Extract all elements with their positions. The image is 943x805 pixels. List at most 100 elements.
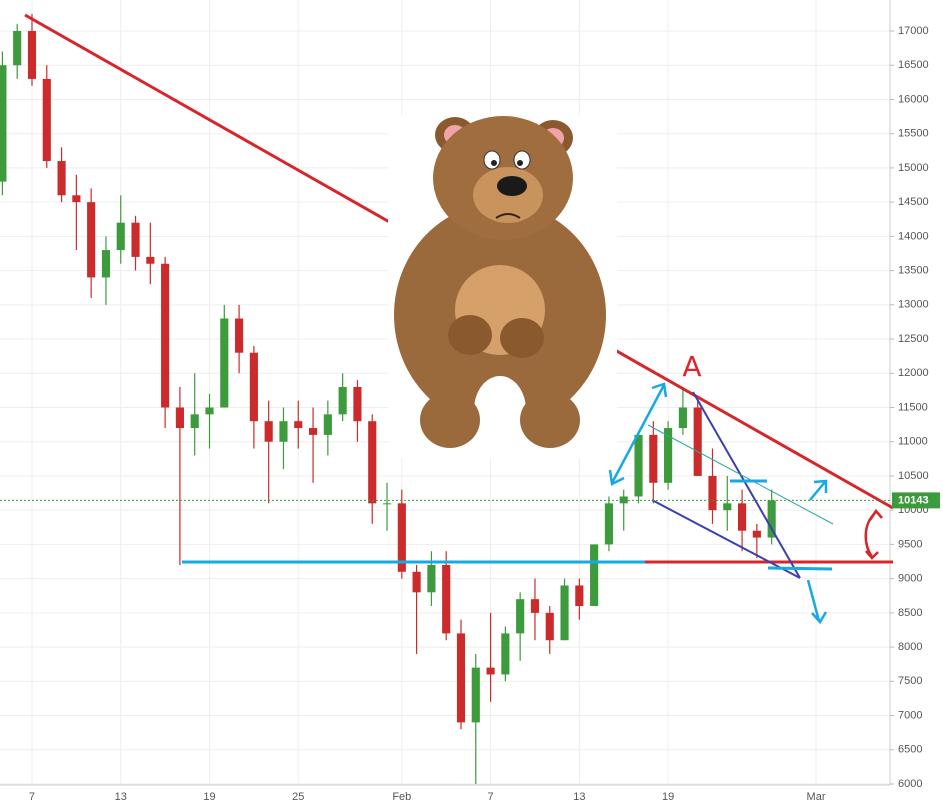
y-tick-label: 9000	[898, 573, 922, 585]
y-tick-label: 12000	[898, 367, 929, 379]
x-tick-label: 19	[203, 791, 215, 803]
candle-body	[442, 564, 451, 634]
bear-pupil	[517, 160, 523, 166]
bear-mouth	[495, 213, 521, 219]
channel-line	[647, 424, 834, 525]
candle-body	[590, 544, 599, 607]
candle-body	[101, 250, 111, 278]
y-tick-label: 11500	[898, 401, 928, 413]
bear-eye	[513, 150, 531, 170]
candle-body	[308, 428, 318, 435]
y-tick-label: 6000	[898, 778, 922, 790]
y-tick-label: 12500	[898, 333, 929, 345]
last-price-box	[892, 492, 940, 509]
candle-body	[708, 475, 717, 511]
last-price-label: 10143	[898, 494, 929, 506]
candle-body	[190, 414, 199, 429]
candle-body	[545, 612, 554, 641]
candle-body	[560, 585, 569, 641]
candle-body	[353, 386, 362, 422]
candle-body	[471, 667, 480, 723]
axis-labels: 6000650070007500800085009000950010000105…	[29, 25, 929, 803]
x-tick-label: 13	[573, 791, 585, 803]
y-tick-label: 14500	[898, 196, 929, 208]
candle-body	[0, 65, 7, 182]
candle-body	[249, 352, 258, 422]
bear-paw	[500, 318, 544, 358]
candle-body	[220, 318, 229, 408]
candle-body	[767, 500, 776, 538]
candle-body	[87, 202, 96, 278]
level-mark	[767, 566, 833, 571]
bear-legs-gap	[474, 376, 526, 444]
x-tick-label: 7	[29, 791, 35, 803]
candle-body	[649, 434, 658, 483]
bear-eye	[483, 150, 501, 170]
candle-body	[42, 78, 51, 162]
candle-body	[634, 434, 643, 497]
y-tick-label: 10500	[898, 470, 929, 482]
arrows	[608, 382, 828, 625]
y-tick-label: 7000	[898, 709, 922, 721]
y-tick-label: 8500	[898, 607, 922, 619]
candle-body	[382, 503, 392, 505]
candle-body	[456, 633, 466, 723]
candle-body	[752, 530, 761, 538]
candle-body	[530, 599, 540, 613]
candle-body	[338, 386, 347, 415]
bear-paw	[448, 315, 492, 355]
x-tick-label: Mar	[807, 791, 826, 803]
candle-body	[116, 222, 125, 251]
annotation: A	[682, 350, 701, 383]
y-tick-label: 16000	[898, 93, 929, 105]
candle-body	[264, 421, 273, 442]
candle-body	[723, 503, 732, 511]
candle-body	[604, 503, 613, 545]
y-tick-label: 9500	[898, 538, 922, 550]
candle-body	[205, 407, 214, 415]
y-tick-label: 15000	[898, 162, 929, 174]
x-tick-label: Feb	[392, 791, 411, 803]
candle-body	[57, 161, 66, 196]
candle-body	[501, 633, 510, 675]
y-tick-label: 17000	[898, 25, 929, 37]
bear-nose	[497, 176, 527, 196]
candle-body	[427, 564, 436, 593]
candle-body	[161, 263, 170, 408]
candle-body	[486, 667, 495, 675]
y-tick-label: 13500	[898, 264, 929, 276]
candle-body	[368, 421, 377, 504]
arrow	[809, 479, 828, 501]
wedge-line	[692, 391, 801, 579]
y-tick-label: 7500	[898, 675, 922, 687]
price-tag: 10143	[0, 492, 940, 509]
y-tick-label: 14000	[898, 230, 929, 242]
arrow	[608, 382, 668, 486]
wedge-line	[651, 499, 801, 579]
bear-foot	[420, 392, 480, 448]
arrow	[864, 508, 883, 560]
candle-body	[737, 503, 747, 531]
candles	[0, 13, 776, 784]
x-tick-label: 13	[115, 791, 127, 803]
y-tick-label: 13000	[898, 299, 929, 311]
candle-body	[175, 407, 184, 429]
y-tick-label: 11000	[898, 436, 928, 448]
candle-body	[575, 585, 584, 607]
candle-body	[235, 318, 244, 353]
candle-body	[693, 407, 702, 476]
bear-pupil	[491, 160, 497, 166]
x-tick-label: 25	[292, 791, 304, 803]
arrow	[806, 579, 828, 625]
candle-body	[664, 428, 673, 483]
candle-body	[323, 414, 332, 435]
candle-body	[146, 256, 155, 264]
candle-body	[131, 222, 140, 257]
candle-body	[678, 407, 687, 429]
y-tick-label: 6500	[898, 744, 922, 756]
x-tick-label: 7	[488, 791, 494, 803]
y-tick-label: 15500	[898, 128, 929, 140]
y-tick-label: 16500	[898, 59, 929, 71]
bear-image	[388, 115, 617, 458]
